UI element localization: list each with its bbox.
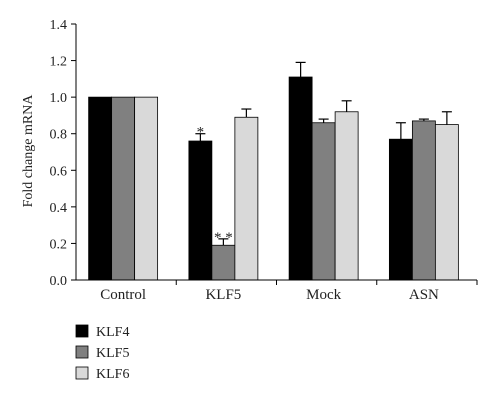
y-tick-label: 1.2 — [50, 55, 68, 70]
y-tick-label: 0.6 — [50, 164, 68, 179]
x-tick-label: Control — [100, 287, 146, 303]
legend-label: KLF4 — [96, 325, 129, 340]
bar — [334, 111, 359, 281]
x-tick-label: ASN — [409, 287, 439, 303]
y-tick-label: 0.4 — [50, 201, 68, 216]
legend-label: KLF5 — [96, 346, 129, 361]
y-tick-label: 0.2 — [50, 237, 68, 252]
legend-swatch — [75, 324, 89, 338]
x-axis: Control KLF5 Mock ASN — [76, 279, 478, 303]
y-tick-label: 1.4 — [50, 18, 68, 33]
legend-label: KLF6 — [96, 367, 129, 382]
bar — [311, 122, 336, 281]
plot-area: * * * — [88, 61, 459, 281]
bar — [88, 96, 113, 281]
bar — [388, 138, 413, 281]
y-axis: 0.0 0.2 0.4 0.6 0.8 1.0 1.2 1.4 — [50, 18, 77, 289]
legend-swatch — [75, 366, 89, 380]
x-tick-label: Mock — [306, 287, 341, 303]
bar — [234, 116, 259, 281]
bar — [288, 76, 313, 281]
y-axis-title: Fold change mRNA — [21, 94, 36, 208]
legend: KLF4 KLF5 KLF6 — [75, 324, 129, 382]
bar — [111, 96, 136, 281]
bar — [188, 140, 213, 281]
y-tick-label: 1.0 — [50, 91, 68, 106]
bar — [134, 96, 159, 281]
significance-marker: * — [197, 125, 205, 141]
y-tick-label: 0.0 — [50, 274, 68, 289]
bar — [411, 120, 436, 281]
bar — [434, 124, 459, 281]
bar — [211, 244, 236, 281]
significance-marker: * * — [214, 230, 233, 246]
x-tick-label: KLF5 — [205, 287, 241, 303]
legend-swatch — [75, 345, 89, 359]
y-tick-label: 0.8 — [50, 128, 68, 143]
